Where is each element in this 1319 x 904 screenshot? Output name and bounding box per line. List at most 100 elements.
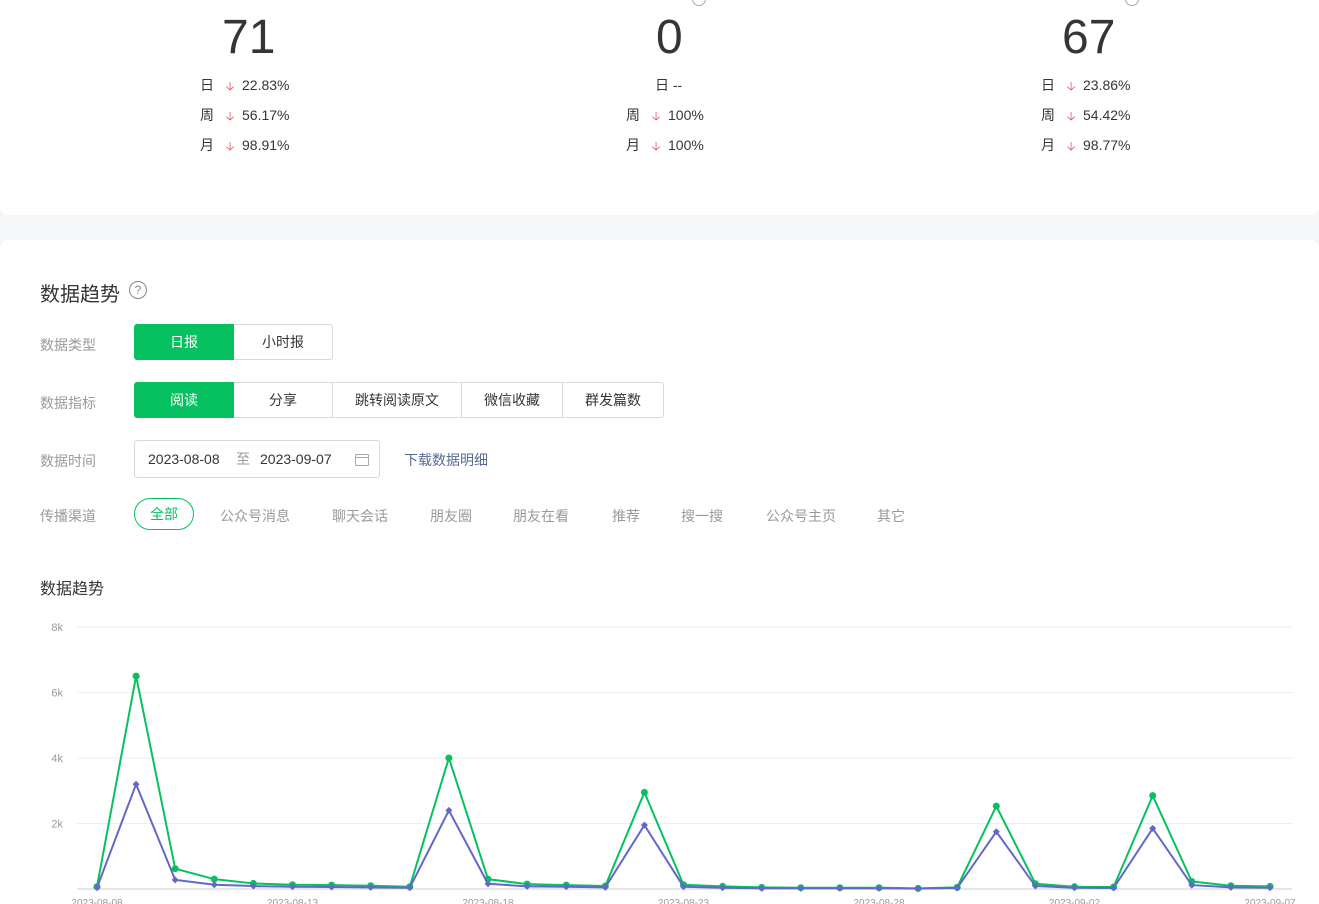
metric-read[interactable]: 阅读 bbox=[134, 382, 234, 418]
x-tick-label: 2023-08-13 bbox=[267, 898, 319, 904]
end-date[interactable]: 2023-09-07 bbox=[260, 451, 332, 467]
data-point-1-10[interactable] bbox=[484, 880, 492, 888]
data-point-1-4[interactable] bbox=[249, 882, 257, 890]
section-title: 数据趋势 bbox=[40, 284, 120, 306]
x-tick-label: 2023-09-07 bbox=[1244, 898, 1296, 904]
channel-other[interactable]: 其它 bbox=[877, 508, 905, 524]
chart-title: 数据趋势 bbox=[40, 581, 105, 598]
help-icon[interactable]: ? bbox=[129, 281, 147, 299]
data-point-1-14[interactable] bbox=[640, 821, 648, 829]
kpi-day-label: 日 bbox=[200, 77, 214, 93]
data-point-1-28[interactable] bbox=[1188, 881, 1196, 889]
data-point-0-3[interactable] bbox=[210, 875, 218, 883]
data-point-1-24[interactable] bbox=[1031, 882, 1039, 890]
data-type-daily[interactable]: 日报 bbox=[134, 324, 234, 360]
metric-toggle: 阅读 分享 跳转阅读原文 微信收藏 群发篇数 bbox=[134, 382, 664, 418]
data-point-1-25[interactable] bbox=[1071, 884, 1078, 892]
kpi-week-label: 周 bbox=[1041, 107, 1055, 123]
data-point-1-29[interactable] bbox=[1227, 883, 1235, 891]
arrow-down-icon: 🡣 bbox=[651, 139, 661, 153]
metric-favorite[interactable]: 微信收藏 bbox=[462, 382, 563, 418]
data-point-1-19[interactable] bbox=[836, 884, 844, 892]
arrow-down-icon: 🡣 bbox=[225, 79, 235, 93]
data-point-1-22[interactable] bbox=[953, 884, 961, 892]
data-point-1-5[interactable] bbox=[289, 883, 296, 891]
data-point-1-15[interactable] bbox=[680, 883, 687, 891]
date-separator: 至 bbox=[236, 451, 250, 467]
channel-moments[interactable]: 朋友圈 bbox=[430, 508, 472, 524]
help-icon[interactable] bbox=[692, 0, 706, 6]
data-point-1-23[interactable] bbox=[992, 828, 1000, 836]
time-label: 数据时间 bbox=[40, 453, 96, 469]
start-date[interactable]: 2023-08-08 bbox=[148, 451, 220, 467]
trend-chart: 8k 6k 4k 2k 2023-08-08 2023-08-13 2023-08-18 20… bbox=[51, 622, 1296, 904]
arrow-down-icon: 🡣 bbox=[1066, 139, 1076, 153]
kpi-day-change: 日 -- bbox=[655, 75, 682, 95]
y-tick-label: 4k bbox=[51, 753, 63, 765]
channel-search[interactable]: 搜一搜 bbox=[681, 508, 723, 524]
data-type-toggle: 日报 小时报 bbox=[134, 324, 333, 360]
kpi-week-pct: 100% bbox=[668, 107, 704, 123]
channel-all[interactable]: 全部 bbox=[134, 498, 194, 530]
data-point-0-2[interactable] bbox=[171, 865, 179, 873]
data-point-1-18[interactable] bbox=[797, 884, 805, 892]
kpi-day-label: 日 bbox=[1041, 77, 1055, 93]
data-point-1-2[interactable] bbox=[171, 876, 179, 884]
metric-label: 数据指标 bbox=[40, 395, 96, 411]
kpi-month-label: 月 bbox=[200, 137, 214, 153]
data-point-1-27[interactable] bbox=[1149, 824, 1157, 832]
channel-recommend[interactable]: 推荐 bbox=[612, 508, 640, 524]
calendar-icon[interactable] bbox=[355, 454, 369, 466]
data-point-0-9[interactable] bbox=[445, 754, 453, 762]
x-tick-label: 2023-08-28 bbox=[853, 898, 905, 904]
data-point-1-21[interactable] bbox=[914, 885, 922, 893]
date-range-picker[interactable]: 2023-08-08 至 2023-09-07 bbox=[134, 440, 380, 478]
arrow-down-icon: 🡣 bbox=[1066, 79, 1076, 93]
data-point-1-16[interactable] bbox=[719, 884, 727, 892]
data-point-1-20[interactable] bbox=[875, 884, 883, 892]
data-point-1-11[interactable] bbox=[523, 882, 531, 890]
data-point-1-30[interactable] bbox=[1266, 884, 1274, 892]
data-type-hourly[interactable]: 小时报 bbox=[234, 324, 333, 360]
kpi-value: 67 bbox=[1062, 11, 1116, 64]
channel-homepage[interactable]: 公众号主页 bbox=[766, 508, 836, 524]
data-point-1-9[interactable] bbox=[445, 806, 453, 814]
data-point-0-27[interactable] bbox=[1149, 792, 1157, 800]
kpi-month-label: 月 bbox=[1041, 137, 1055, 153]
data-point-1-12[interactable] bbox=[562, 883, 570, 891]
metric-read-original[interactable]: 跳转阅读原文 bbox=[333, 382, 462, 418]
data-point-1-0[interactable] bbox=[93, 884, 101, 892]
data-point-1-3[interactable] bbox=[210, 881, 218, 889]
data-point-1-1[interactable] bbox=[132, 780, 140, 788]
data-point-0-1[interactable] bbox=[132, 672, 140, 680]
channel-chat[interactable]: 聊天会话 bbox=[332, 508, 388, 524]
data-point-1-17[interactable] bbox=[758, 884, 766, 892]
data-point-1-13[interactable] bbox=[601, 883, 609, 891]
kpi-day-pct: 22.83% bbox=[242, 77, 290, 93]
series-line-0 bbox=[96, 675, 1271, 890]
help-icon[interactable] bbox=[1125, 0, 1139, 6]
kpi-month-pct: 100% bbox=[668, 137, 704, 153]
channel-label: 传播渠道 bbox=[40, 508, 96, 524]
kpi-value: 0 bbox=[656, 11, 683, 64]
channel-official-msg[interactable]: 公众号消息 bbox=[220, 508, 290, 524]
kpi-month-pct: 98.77% bbox=[1083, 137, 1131, 153]
kpi-month-pct: 98.91% bbox=[242, 137, 290, 153]
data-point-1-7[interactable] bbox=[367, 883, 375, 891]
kpi-month-label: 月 bbox=[626, 137, 640, 153]
kpi-day-pct: 23.86% bbox=[1083, 77, 1131, 93]
data-point-0-14[interactable] bbox=[640, 788, 648, 796]
y-tick-label: 2k bbox=[51, 819, 63, 831]
x-tick-label: 2023-08-08 bbox=[71, 898, 123, 904]
data-point-1-8[interactable] bbox=[406, 884, 414, 892]
data-point-0-23[interactable] bbox=[992, 802, 1000, 810]
data-point-1-6[interactable] bbox=[328, 883, 336, 891]
metric-mass-send[interactable]: 群发篇数 bbox=[563, 382, 664, 418]
kpi-value: 71 bbox=[222, 11, 276, 64]
arrow-down-icon: 🡣 bbox=[225, 109, 235, 123]
kpi-week-change: 周 🡣 100% bbox=[626, 105, 704, 125]
data-point-1-26[interactable] bbox=[1110, 884, 1118, 892]
download-details-link[interactable]: 下载数据明细 bbox=[404, 452, 488, 468]
metric-share[interactable]: 分享 bbox=[234, 382, 333, 418]
channel-friends-watching[interactable]: 朋友在看 bbox=[513, 508, 569, 524]
